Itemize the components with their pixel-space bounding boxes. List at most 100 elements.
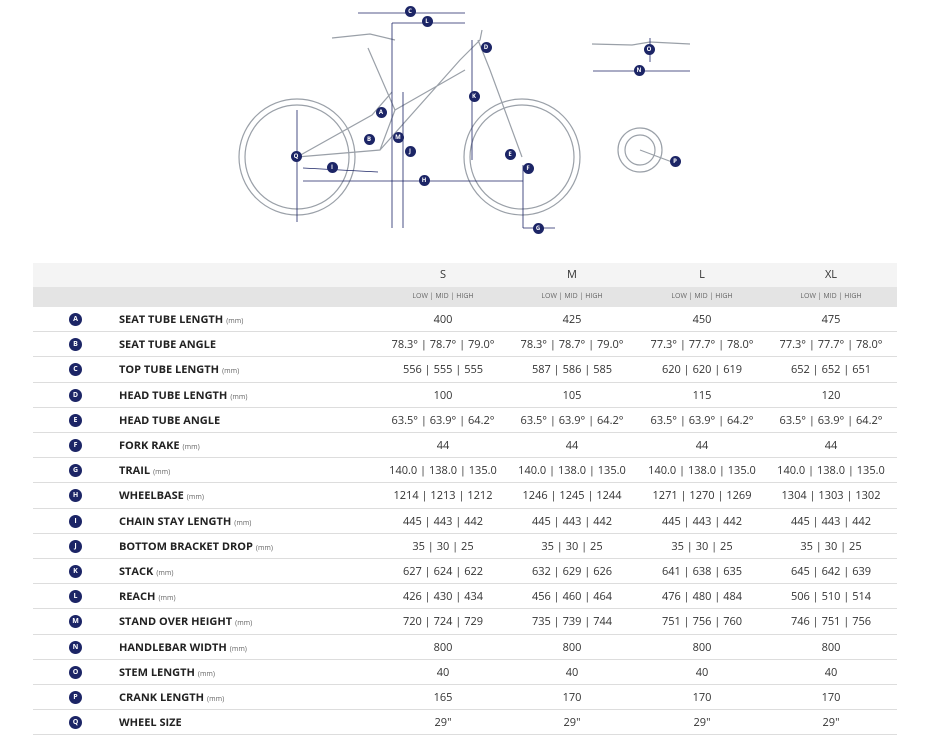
cell-value: 645 | 642 | 639 [790, 564, 872, 579]
row-name-text: HEAD TUBE ANGLE [119, 412, 221, 428]
cell-value: 475 [821, 312, 841, 327]
row-unit: (mm) [156, 569, 174, 578]
cell-value: 105 [562, 387, 582, 403]
row-letter: F [69, 439, 82, 453]
cell-value: 40 [824, 664, 838, 680]
cell-value: 735 | 739 | 744 [531, 614, 613, 630]
cell-value: 445 | 443 | 442 [531, 513, 613, 529]
table-row: L REACH (mm) 426 | 430 | 434 456 | 460 | 464… [33, 584, 897, 610]
row-letter: L [69, 590, 82, 604]
row-name-text: STEM LENGTH [119, 664, 195, 680]
row-unit: (mm) [207, 695, 225, 704]
subheader: LOW | MID | HIGH [412, 292, 474, 301]
row-name-text: WHEELBASE [119, 488, 184, 504]
cell-value: 800 [562, 639, 582, 655]
diagram-badge: A [375, 106, 387, 118]
cell-value: 44 [695, 438, 709, 453]
diagram-badge: L [421, 15, 433, 27]
row-letter: I [69, 514, 82, 528]
row-name-text: WHEEL SIZE [119, 715, 182, 731]
row-name-text: CRANK LENGTH [119, 690, 205, 705]
size-header: M [567, 267, 577, 282]
table-row: B SEAT TUBE ANGLE 78.3° | 78.7° | 79.0° 78.… [33, 332, 897, 358]
table-row: I CHAIN STAY LENGTH (mm) 445 | 443 | 442 445… [33, 509, 897, 534]
row-unit: (mm) [229, 644, 247, 654]
cell-value: 751 | 756 | 760 [661, 614, 743, 630]
cell-value: 35 | 30 | 25 [800, 538, 862, 554]
cell-value: 44 [565, 438, 579, 453]
header-row: S M L XL [33, 263, 897, 287]
row-name-text: FORK RAKE [119, 438, 180, 453]
subheader: LOW | MID | HIGH [671, 292, 733, 301]
table-row: N HANDLEBAR WIDTH (mm) 800 800 800 800 [33, 635, 897, 660]
cell-value: 78.3° | 78.7° | 79.0° [391, 337, 495, 353]
table-row: D HEAD TUBE LENGTH (mm) 100 105 115 120 [33, 383, 897, 408]
row-name: STEM LENGTH (mm) [119, 660, 215, 687]
row-letter: D [69, 388, 82, 402]
cell-value: 800 [821, 639, 841, 655]
diagram-badge: G [532, 222, 544, 234]
row-letter: G [69, 464, 82, 478]
size-header: L [699, 267, 705, 282]
diagram-badge: H [418, 174, 430, 186]
diagram-badge: O [643, 43, 655, 55]
subheader: LOW | MID | HIGH [541, 292, 603, 301]
cell-value: 63.5° | 63.9° | 64.2° [391, 412, 495, 428]
row-name-text: HANDLEBAR WIDTH [119, 639, 227, 655]
cell-value: 627 | 624 | 622 [402, 564, 484, 579]
cell-value: 456 | 460 | 464 [531, 589, 613, 605]
row-name: BOTTOM BRACKET DROP (mm) [119, 534, 273, 561]
cell-value: 1214 | 1213 | 1212 [393, 488, 493, 504]
cell-value: 40 [695, 664, 709, 680]
size-header: S [439, 267, 447, 282]
cell-value: 800 [433, 639, 453, 655]
row-unit: (mm) [197, 669, 215, 679]
cell-value: 445 | 443 | 442 [402, 513, 484, 529]
cell-value: 170 [562, 690, 582, 705]
diagram-badge: E [504, 148, 516, 160]
cell-value: 44 [436, 438, 450, 453]
cell-value: 1304 | 1303 | 1302 [781, 488, 881, 504]
table-row: E HEAD TUBE ANGLE 63.5° | 63.9° | 64.2° 63.… [33, 408, 897, 433]
row-unit: (mm) [234, 518, 252, 528]
row-letter: K [69, 565, 82, 579]
cell-value: 556 | 555 | 555 [402, 362, 484, 378]
row-name: HEAD TUBE LENGTH (mm) [119, 383, 247, 410]
table-row: Q WHEEL SIZE 29" 29" 29" 29" [33, 710, 897, 735]
cell-value: 35 | 30 | 25 [671, 538, 733, 554]
cell-value: 77.3° | 77.7° | 78.0° [779, 337, 883, 353]
cell-value: 720 | 724 | 729 [402, 614, 484, 630]
row-name: WHEEL SIZE [119, 710, 182, 735]
row-letter: B [69, 338, 82, 352]
cell-value: 63.5° | 63.9° | 64.2° [520, 412, 624, 428]
row-name: WHEELBASE (mm) [119, 483, 204, 510]
size-header: XL [824, 267, 838, 282]
row-unit: (mm) [153, 468, 171, 478]
table-row: G TRAIL (mm) 140.0 | 138.0 | 135.0 140.0 | 1… [33, 458, 897, 484]
cell-value: 445 | 443 | 442 [790, 513, 872, 529]
cell-value: 170 [821, 690, 841, 705]
row-name-text: SEAT TUBE LENGTH [119, 312, 224, 327]
row-name-text: CHAIN STAY LENGTH [119, 513, 232, 529]
cell-value: 35 | 30 | 25 [541, 538, 603, 554]
row-name-text: REACH [119, 589, 156, 605]
cell-value: 165 [433, 690, 453, 705]
cell-value: 40 [565, 664, 579, 680]
cell-value: 100 [433, 387, 453, 403]
row-name: TOP TUBE LENGTH (mm) [119, 357, 239, 384]
row-name-text: STACK [119, 564, 154, 579]
row-name: CHAIN STAY LENGTH (mm) [119, 509, 251, 536]
diagram-badge: M [392, 131, 404, 143]
cell-value: 77.3° | 77.7° | 78.0° [650, 337, 754, 353]
cell-value: 40 [436, 664, 450, 680]
cell-value: 641 | 638 | 635 [661, 564, 743, 579]
cell-value: 140.0 | 138.0 | 135.0 [648, 463, 756, 479]
table-row: P CRANK LENGTH (mm) 165 170 170 170 [33, 685, 897, 711]
row-name: STACK (mm) [119, 559, 173, 586]
row-name: FORK RAKE (mm) [119, 433, 200, 460]
row-letter: E [69, 413, 82, 427]
row-unit: (mm) [255, 543, 273, 553]
diagram-badge: K [468, 90, 480, 102]
row-unit: (mm) [230, 392, 248, 402]
cell-value: 140.0 | 138.0 | 135.0 [518, 463, 626, 479]
